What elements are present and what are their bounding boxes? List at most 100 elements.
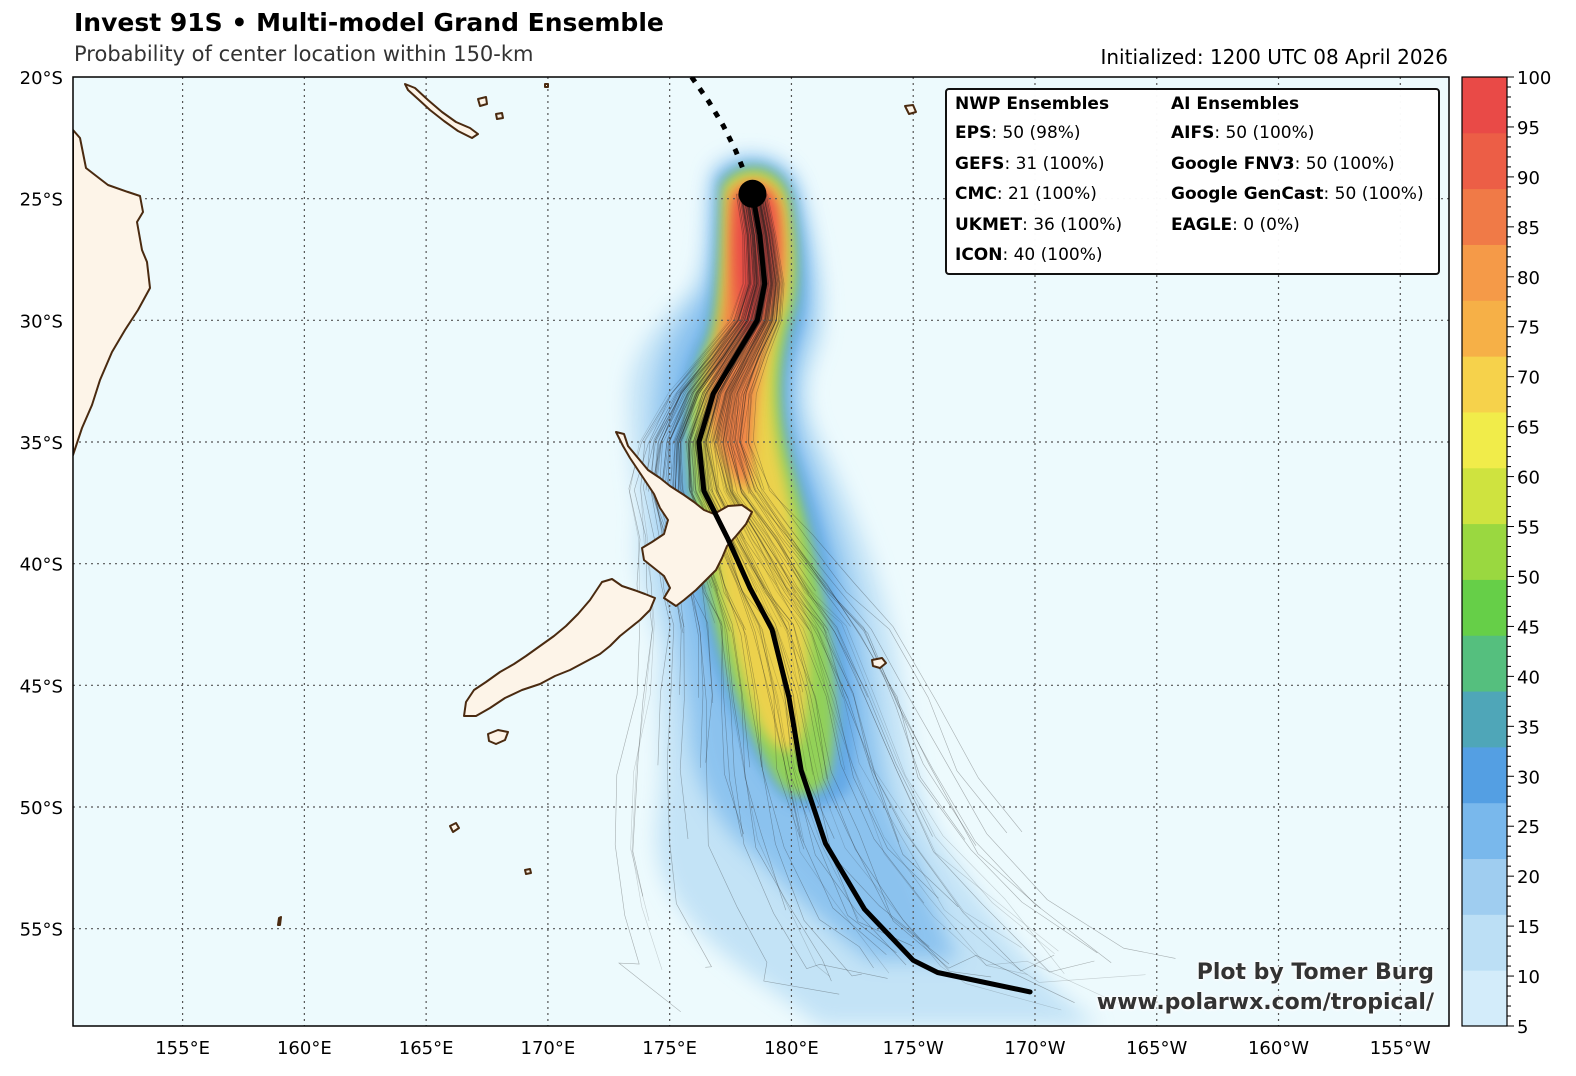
legend-row-google-fnv3: Google FNV3: 50 (100%) xyxy=(1171,150,1424,181)
longitude-label: 155°E xyxy=(155,1038,210,1059)
ensemble-member-track xyxy=(724,193,775,443)
latitude-label: 25°S xyxy=(20,190,63,211)
latitude-label: 45°S xyxy=(20,676,63,697)
colorbar-segment xyxy=(1462,691,1507,748)
ensemble-member-track xyxy=(714,193,810,630)
colorbar-tick-label: 30 xyxy=(1517,767,1540,788)
macquarie-island xyxy=(277,916,282,926)
colorbar-tick-label: 80 xyxy=(1517,268,1540,289)
ensemble-member-track xyxy=(725,193,829,631)
colorbar-segment xyxy=(1462,356,1507,413)
ensemble-member-track xyxy=(732,193,810,594)
ensemble-legend-box: NWP Ensembles EPS: 50 (98%) GEFS: 31 (10… xyxy=(945,88,1440,275)
colorbar-tick-label: 55 xyxy=(1517,518,1540,539)
colorbar-tick-label: 65 xyxy=(1517,418,1540,439)
ensemble-member-track xyxy=(658,193,753,494)
colorbar-segment xyxy=(1462,858,1507,915)
colorbar-segment xyxy=(1462,523,1507,580)
ensemble-member-track xyxy=(716,193,772,441)
ensemble-member-track xyxy=(720,193,844,698)
longitude-axis-labels: 155°E 160°E 165°E 170°E 175°E 180°E 175°W 170°W… xyxy=(155,1038,1431,1059)
probability-swath xyxy=(628,154,1100,1026)
legend-model-name: ICON xyxy=(955,245,1003,265)
longitude-label: 160°W xyxy=(1248,1038,1309,1059)
longitude-label: 175°W xyxy=(883,1038,944,1059)
legend-model-name: EAGLE xyxy=(1171,214,1233,235)
australia-landmass xyxy=(73,129,151,456)
ensemble-member-track xyxy=(679,193,758,440)
colorbar-tick-label: 60 xyxy=(1517,468,1540,489)
colorbar-tick-label: 70 xyxy=(1517,368,1540,389)
legend-model-name: AIFS xyxy=(1171,123,1215,143)
ensemble-member-track xyxy=(741,193,1176,959)
longitude-label: 175°E xyxy=(642,1038,697,1059)
ensemble-member-track xyxy=(675,193,757,837)
colorbar-segment xyxy=(1462,132,1507,190)
ensemble-member-track xyxy=(718,193,900,843)
past-track-dotted xyxy=(689,77,748,176)
ensemble-member-track xyxy=(733,193,777,494)
legend-model-name: Google FNV3 xyxy=(1171,153,1295,174)
colorbar-tick-label: 10 xyxy=(1517,967,1540,988)
legend-model-count: : 50 (100%) xyxy=(1214,123,1315,143)
ensemble-member-track xyxy=(720,193,1146,983)
longitude-label: 180°E xyxy=(764,1038,819,1059)
colorbar-tick-label: 100 xyxy=(1517,68,1551,89)
ensemble-member-track xyxy=(614,193,744,1013)
ensemble-member-track xyxy=(689,193,761,488)
latitude-label: 20°S xyxy=(20,68,63,89)
latitude-label: 50°S xyxy=(20,798,63,819)
legend-model-name: CMC xyxy=(955,184,997,204)
ensemble-member-track xyxy=(678,193,787,911)
colorbar-frame xyxy=(1461,76,1508,1027)
legend-row-eps: EPS: 50 (98%) xyxy=(955,119,1122,150)
ensemble-member-track xyxy=(709,193,769,540)
ensemble-member-track xyxy=(693,193,805,850)
ensemble-member-track xyxy=(736,193,826,587)
colorbar-segment xyxy=(1462,300,1507,357)
legend-row-gefs: GEFS: 31 (100%) xyxy=(955,150,1122,181)
legend-model-name: EPS xyxy=(955,123,992,143)
ensemble-member-track xyxy=(632,193,746,897)
latitude-label: 55°S xyxy=(20,920,63,941)
ensemble-member-track xyxy=(739,193,1041,909)
ensemble-member-track xyxy=(688,193,762,493)
stewart-island-nz xyxy=(487,729,509,745)
map-frame xyxy=(72,76,1450,1027)
legend-row-ukmet: UKMET: 36 (100%) xyxy=(955,211,1122,242)
ensemble-member-track xyxy=(648,193,750,492)
colorbar-segments xyxy=(1462,77,1507,1027)
colorbar-segment xyxy=(1462,970,1507,1027)
legend-row-google-gencast: Google GenCast: 50 (100%) xyxy=(1171,180,1424,211)
legend-model-count: : 50 (100%) xyxy=(1323,184,1424,204)
colorbar-tick-label: 40 xyxy=(1517,667,1540,688)
mean-track-line xyxy=(696,191,1033,995)
ai-ensembles-heading: AI Ensembles xyxy=(1171,94,1300,114)
legend-model-count: : 50 (98%) xyxy=(991,123,1081,143)
ensemble-member-track xyxy=(717,193,959,908)
kermadec-island xyxy=(904,104,917,115)
longitude-label: 170°W xyxy=(1004,1038,1065,1059)
colorbar-tick-label: 5 xyxy=(1517,1017,1528,1038)
colorbar-tick-label: 20 xyxy=(1517,867,1540,888)
legend-model-name: Google GenCast xyxy=(1171,184,1324,204)
ensemble-member-track xyxy=(729,193,1055,955)
ensemble-member-track xyxy=(679,193,760,540)
ensemble-member-track xyxy=(669,193,756,704)
ensemble-member-track xyxy=(654,193,750,441)
ensemble-member-track xyxy=(631,193,747,970)
ensemble-member-track xyxy=(669,193,756,489)
ensemble-member-track xyxy=(739,193,966,840)
ensemble-member-track xyxy=(735,193,816,592)
ensemble-member-track xyxy=(725,193,933,837)
ensemble-member-track xyxy=(745,193,800,540)
ensemble-member-track xyxy=(716,193,773,445)
latitude-axis-labels: 20°S 25°S 30°S 35°S 40°S 45°S 50°S 55°S xyxy=(20,68,63,941)
legend-row-aifs: AIFS: 50 (100%) xyxy=(1171,119,1424,150)
ensemble-member-track xyxy=(715,193,939,899)
ensemble-member-track xyxy=(705,193,829,779)
ensemble-member-track xyxy=(654,193,751,540)
colorbar-tick-label: 15 xyxy=(1517,917,1540,938)
colorbar-tick-label: 45 xyxy=(1517,617,1540,638)
ensemble-member-track xyxy=(734,193,1098,954)
